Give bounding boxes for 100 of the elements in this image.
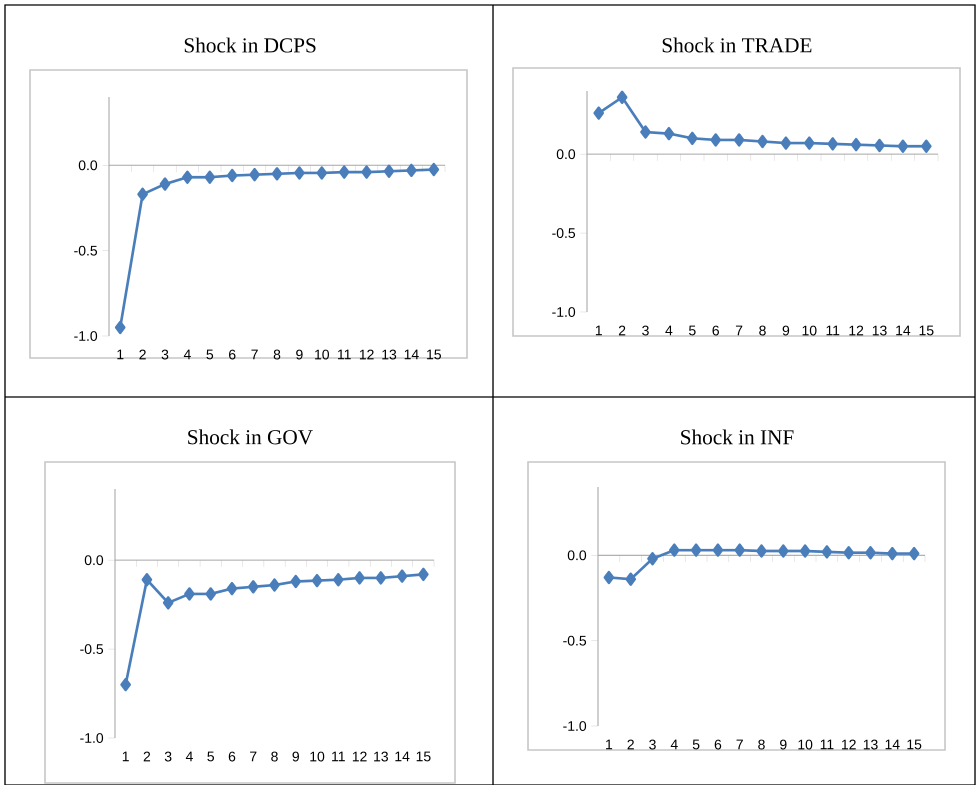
point (647, 552, 658, 566)
x-tick-label: 11 (820, 740, 834, 750)
x-tick-label: 4 (184, 350, 191, 360)
point (120, 678, 131, 692)
x-tick-label: 2 (618, 326, 626, 336)
x-tick-label: 2 (144, 752, 150, 762)
point (338, 165, 350, 179)
point (418, 568, 429, 582)
point (757, 134, 768, 148)
y-tick-label: -0.5 (563, 636, 586, 646)
point (249, 168, 260, 182)
x-tick-label: 5 (206, 350, 214, 360)
x-tick-label: 7 (736, 326, 742, 336)
x-tick-label: 12 (849, 326, 864, 336)
x-tick-label: 15 (920, 326, 934, 336)
chart-title: Shock in TRADE (662, 38, 812, 52)
x-tick-label: 10 (802, 326, 817, 336)
x-tick-label: 1 (596, 326, 602, 336)
x-tick-label: 14 (896, 326, 910, 336)
point (312, 574, 322, 588)
point (756, 544, 767, 558)
point (778, 544, 789, 558)
x-tick-label: 10 (315, 350, 330, 360)
point (354, 571, 365, 585)
x-tick-label: 5 (207, 752, 214, 762)
x-tick-label: 7 (736, 740, 743, 750)
point (272, 167, 282, 180)
point (874, 138, 885, 152)
point (668, 543, 680, 557)
x-tick-label: 9 (292, 752, 299, 762)
x-tick-label: 6 (712, 326, 719, 336)
point (664, 126, 674, 140)
point (162, 596, 174, 610)
point (428, 162, 440, 176)
point (780, 136, 792, 150)
point (800, 544, 810, 558)
point (205, 587, 216, 601)
point (593, 106, 604, 120)
point (822, 545, 832, 559)
point (114, 320, 126, 334)
y-tick-label: -1.0 (80, 733, 104, 743)
point (184, 587, 195, 601)
x-tick-label: 15 (907, 740, 922, 750)
point (376, 571, 386, 585)
point (332, 573, 344, 586)
x-tick-label: 12 (352, 752, 367, 762)
point (616, 90, 628, 104)
point (604, 570, 614, 584)
point (686, 132, 698, 146)
x-tick-label: 12 (360, 350, 374, 360)
y-tick-label: 0.0 (556, 149, 576, 160)
x-tick-label: 13 (382, 350, 396, 360)
x-tick-label: 8 (758, 740, 765, 750)
point (226, 582, 238, 596)
x-tick-label: 15 (416, 752, 431, 762)
y-tick-label: -0.5 (74, 246, 98, 256)
x-tick-label: 13 (374, 752, 388, 762)
point (710, 133, 722, 147)
x-tick-label: 8 (274, 350, 280, 360)
x-tick-label: 5 (692, 740, 700, 750)
point (248, 580, 259, 594)
x-tick-label: 2 (628, 740, 634, 750)
x-tick-label: 1 (117, 350, 124, 360)
x-tick-label: 7 (251, 350, 258, 360)
y-tick-label: -0.5 (552, 228, 576, 238)
point (269, 578, 280, 592)
point (908, 546, 920, 560)
point (294, 166, 305, 180)
point (886, 546, 898, 560)
point (843, 546, 854, 560)
point (804, 136, 815, 150)
x-tick-label: 4 (186, 752, 193, 762)
point (850, 138, 862, 152)
x-tick-label: 13 (864, 740, 878, 750)
point (142, 573, 152, 586)
x-tick-label: 8 (271, 752, 278, 762)
x-tick-label: 2 (139, 350, 146, 360)
point (406, 164, 417, 178)
chart-title: Shock in INF (681, 429, 794, 444)
point (865, 546, 876, 560)
x-tick-label: 6 (228, 752, 236, 762)
x-tick-label: 6 (714, 740, 722, 750)
x-tick-label: 3 (649, 740, 656, 750)
x-tick-label: 3 (164, 752, 172, 762)
point (827, 137, 838, 151)
point (204, 170, 216, 184)
point (734, 543, 746, 557)
x-tick-label: 4 (670, 740, 678, 750)
y-tick-label: 0.0 (78, 160, 98, 170)
x-tick-label: 15 (427, 350, 441, 360)
x-tick-label: 14 (886, 740, 900, 750)
x-tick-label: 14 (395, 752, 410, 762)
point (160, 177, 170, 191)
y-tick-label: 0.0 (84, 555, 104, 566)
y-tick-label: -0.5 (80, 644, 104, 654)
x-tick-label: 10 (798, 740, 812, 750)
x-tick-label: 7 (250, 752, 256, 762)
point (734, 133, 744, 147)
x-tick-label: 10 (310, 752, 324, 762)
point (898, 140, 908, 153)
